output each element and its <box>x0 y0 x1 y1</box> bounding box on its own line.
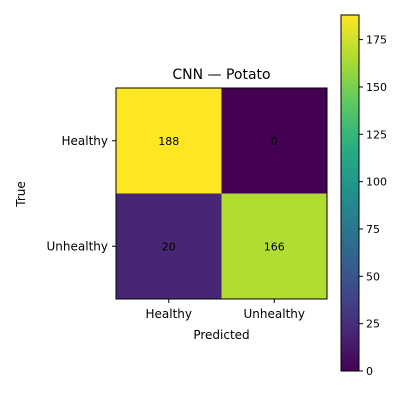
cell-value-label: 0 <box>271 135 278 148</box>
x-axis: Healthy Unhealthy <box>145 299 305 321</box>
y-tick-label: Unhealthy <box>47 239 108 253</box>
colorbar-tick-label: 50 <box>366 270 380 283</box>
colorbar-tick-label: 25 <box>366 318 380 331</box>
colorbar: 0 25 50 75 100 125 150 175 <box>340 14 387 378</box>
heatmap-cells: 188 0 20 166 <box>116 88 327 299</box>
x-axis-label: Predicted <box>193 328 249 342</box>
y-axis-label: True <box>14 181 28 208</box>
heatmap-cell <box>116 88 222 194</box>
cell-value-label: 20 <box>162 240 176 253</box>
colorbar-tick-label: 175 <box>366 34 387 47</box>
heatmap-cell <box>221 88 327 194</box>
colorbar-gradient <box>341 15 359 371</box>
y-tick-label: Healthy <box>61 134 108 148</box>
y-axis: Healthy Unhealthy <box>47 134 116 253</box>
colorbar-tick-label: 150 <box>366 81 387 94</box>
x-tick-label: Unhealthy <box>244 307 305 321</box>
colorbar-tick-label: 75 <box>366 223 380 236</box>
colorbar-tick-label: 100 <box>366 176 387 189</box>
chart-title: CNN — Potato <box>172 67 270 83</box>
colorbar-frame <box>340 14 360 372</box>
colorbar-tick-label: 0 <box>366 365 373 378</box>
colorbar-tick-label: 125 <box>366 128 387 141</box>
x-tick-label: Healthy <box>145 307 192 321</box>
cell-value-label: 166 <box>264 240 285 253</box>
heatmap-cell <box>116 193 222 299</box>
cell-value-label: 188 <box>158 135 179 148</box>
heatmap-cell <box>221 193 327 299</box>
plot-frame <box>115 87 328 300</box>
